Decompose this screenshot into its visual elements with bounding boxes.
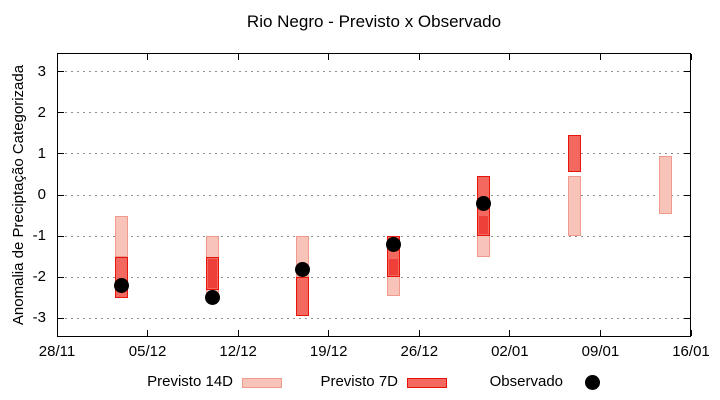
legend-label-previsto-14d: Previsto 14D — [147, 373, 233, 390]
y-tick-left — [58, 276, 64, 278]
x-tick-label: 05/12 — [128, 343, 167, 360]
legend-dot-observado-icon — [585, 375, 600, 390]
x-tick-bottom — [56, 330, 58, 336]
y-tick-left — [58, 153, 64, 155]
y-gridline — [59, 112, 689, 114]
x-tick-top — [509, 54, 511, 60]
legend-swatch-previsto-14d-icon — [242, 378, 282, 388]
bar-previsto-7d — [568, 135, 582, 173]
y-tick-right — [684, 153, 690, 155]
x-tick-top — [418, 54, 420, 60]
y-tick-label: -1 — [32, 227, 46, 245]
y-gridline — [59, 276, 689, 278]
x-tick-top — [56, 54, 58, 60]
bar-overlap-region — [388, 258, 398, 276]
y-tick-right — [684, 194, 690, 196]
legend-swatch-previsto-7d-icon — [407, 378, 447, 388]
y-tick-label: 2 — [37, 103, 46, 121]
y-tick-label: 1 — [37, 144, 46, 162]
y-tick-left — [58, 71, 64, 73]
y-tick-label: 0 — [37, 186, 46, 203]
x-tick-label: 02/01 — [491, 343, 529, 360]
y-tick-left — [58, 235, 64, 237]
x-tick-top — [147, 54, 149, 60]
y-tick-left — [58, 194, 64, 196]
y-tick-right — [684, 112, 690, 114]
x-tick-top — [690, 54, 692, 60]
y-gridline — [59, 235, 689, 237]
x-tick-label: 19/12 — [309, 343, 348, 360]
x-tick-top — [599, 54, 601, 60]
bar-overlap-region — [479, 215, 489, 235]
x-tick-label: 09/01 — [581, 343, 620, 360]
y-tick-label: -2 — [32, 268, 46, 286]
x-tick-label: 16/01 — [672, 343, 710, 360]
y-tick-left — [58, 112, 64, 114]
y-gridline — [59, 194, 689, 196]
y-tick-right — [684, 235, 690, 237]
y-gridline — [59, 153, 689, 155]
bar-overlap-region — [207, 258, 217, 288]
x-tick-label: 12/12 — [219, 343, 257, 360]
y-gridline — [59, 71, 689, 73]
x-tick-bottom — [509, 330, 511, 336]
bar-previsto-14d — [658, 155, 672, 214]
bar-previsto-14d — [568, 176, 582, 237]
y-tick-right — [684, 71, 690, 73]
observed-dot — [114, 278, 130, 294]
observed-dot — [476, 195, 492, 211]
chart-title: Rio Negro - Previsto x Observado — [246, 12, 502, 31]
x-tick-bottom — [237, 330, 239, 336]
x-tick-label: 26/12 — [400, 343, 439, 360]
y-tick-right — [684, 317, 690, 319]
x-tick-bottom — [599, 330, 601, 336]
bar-previsto-14d — [115, 215, 129, 257]
legend-label-previsto-7d: Previsto 7D — [320, 373, 398, 390]
observed-dot — [385, 236, 401, 252]
observed-dot — [204, 290, 220, 306]
x-tick-bottom — [328, 330, 330, 336]
x-tick-top — [328, 54, 330, 60]
bar-previsto-7d — [296, 277, 310, 317]
observed-dot — [295, 261, 311, 277]
x-tick-top — [237, 54, 239, 60]
x-tick-label: 28/11 — [38, 343, 76, 360]
legend-label-observado: Observado — [489, 373, 563, 390]
x-tick-bottom — [418, 330, 420, 336]
y-gridline — [59, 317, 689, 319]
y-tick-label: -3 — [32, 309, 46, 327]
y-tick-right — [684, 276, 690, 278]
x-tick-bottom — [690, 330, 692, 336]
y-tick-label: 3 — [37, 62, 46, 80]
x-tick-bottom — [147, 330, 149, 336]
y-tick-left — [58, 317, 64, 319]
